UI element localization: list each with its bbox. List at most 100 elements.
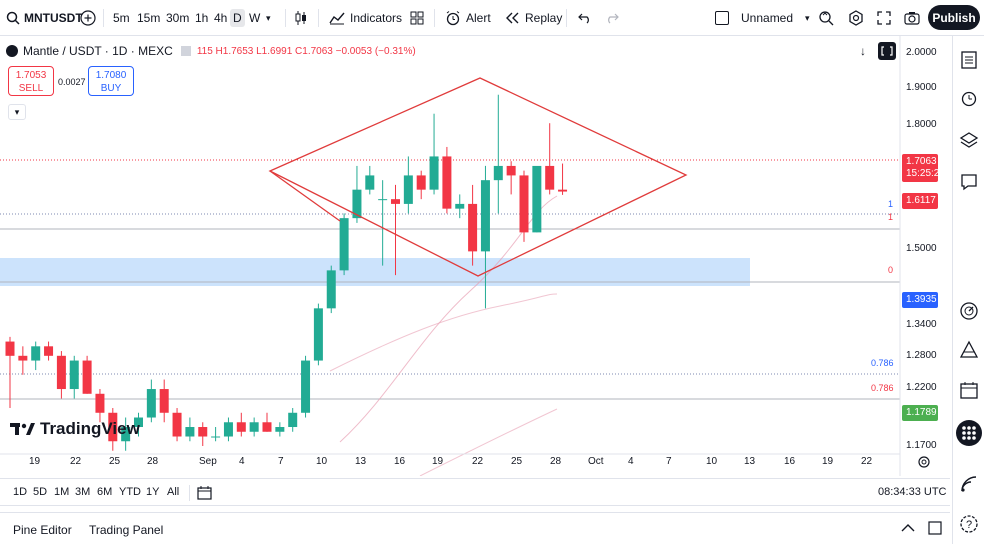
candle-body — [146, 389, 156, 418]
symbol-search[interactable]: MNTUSDT — [6, 0, 83, 36]
utc-clock[interactable]: 08:34:33 UTC — [878, 486, 947, 498]
moving-average-mid — [329, 293, 558, 372]
signal-icon[interactable] — [959, 474, 979, 494]
sell-button[interactable]: 1.7053 SELL — [8, 66, 54, 96]
watchlist-icon[interactable] — [959, 50, 979, 70]
tab-pine-editor[interactable]: Pine Editor — [13, 523, 72, 537]
chevron-down-icon: ▾ — [266, 12, 271, 23]
chevron-up-icon[interactable] — [901, 523, 915, 533]
candle-body — [558, 189, 568, 192]
timeframe-d[interactable]: D — [230, 0, 245, 36]
diamond-pattern[interactable] — [268, 77, 688, 277]
scroll-down-icon[interactable]: ↓ — [860, 44, 866, 58]
chat-icon[interactable] — [959, 172, 979, 192]
alert-button[interactable]: Alert — [445, 0, 491, 36]
legend-collapse-button[interactable]: ▾ — [8, 104, 26, 120]
candle-body — [339, 218, 349, 271]
chart-pane[interactable]: Mantle / USDT · 1D · MEXC 115 H1.7653 L1… — [0, 36, 950, 476]
timeframe-1h[interactable]: 1h — [195, 0, 208, 36]
range-all[interactable]: All — [167, 486, 180, 498]
quick-search-button[interactable] — [818, 0, 834, 36]
price-tick: 1.2800 — [906, 350, 937, 361]
publish-button[interactable]: Publish — [928, 5, 980, 30]
time-tick: 13 — [355, 456, 367, 467]
calendar-icon[interactable] — [959, 380, 979, 400]
timeframe-30m[interactable]: 30m — [166, 0, 189, 36]
bottom-panel-bar: Pine Editor Trading Panel — [0, 512, 950, 544]
time-tick: 22 — [861, 456, 873, 467]
candles-group — [5, 94, 568, 451]
candle-body — [429, 156, 439, 190]
time-tick: Oct — [588, 456, 604, 467]
apps-grid-icon[interactable] — [956, 420, 982, 446]
buy-button[interactable]: 1.7080 BUY — [88, 66, 134, 96]
range-5d[interactable]: 5D — [33, 486, 48, 498]
candle-body — [493, 165, 503, 181]
range-3m[interactable]: 3M — [75, 486, 91, 498]
range-1y[interactable]: 1Y — [146, 486, 160, 498]
price-tag-red: 1.6117 — [902, 193, 938, 209]
checkbox-icon — [715, 11, 729, 25]
maximize-icon[interactable] — [928, 521, 942, 535]
candle-body — [31, 346, 41, 361]
candle-body — [313, 308, 323, 361]
calendar-icon[interactable] — [197, 485, 212, 500]
flag-icon[interactable] — [180, 46, 191, 56]
legend-title[interactable]: Mantle / USDT · 1D · MEXC — [23, 44, 173, 58]
speedometer-icon[interactable] — [959, 301, 979, 321]
templates-button[interactable] — [410, 0, 424, 36]
compare-button[interactable] — [80, 0, 96, 36]
time-tick: 22 — [70, 456, 82, 467]
undo-button[interactable] — [578, 0, 592, 36]
camera-icon — [904, 12, 920, 25]
time-tick: 19 — [822, 456, 834, 467]
candle-body — [18, 355, 28, 361]
timeframe-w[interactable]: W — [249, 0, 260, 36]
layout-menu[interactable]: Unnamed ▾ — [715, 0, 810, 36]
timeframe-5m[interactable]: 5m — [113, 0, 130, 36]
candle-body — [185, 427, 195, 437]
help-icon[interactable]: ? — [959, 514, 979, 534]
range-1d[interactable]: 1D — [13, 486, 28, 498]
candle-body — [468, 203, 478, 252]
fib-label: 1 — [888, 199, 894, 209]
chart-menu-button[interactable] — [878, 42, 896, 60]
chart-type-button[interactable] — [294, 0, 308, 36]
indicators-icon — [329, 12, 345, 25]
alarm-clock-icon[interactable] — [959, 88, 979, 108]
candle-body — [198, 427, 208, 437]
layers-icon[interactable] — [959, 130, 979, 150]
timeframe-dropdown[interactable]: ▾ — [266, 0, 271, 36]
ideas-icon[interactable] — [959, 340, 979, 360]
timeframe-label: W — [249, 11, 261, 25]
range-6m[interactable]: 6M — [97, 486, 113, 498]
price-tick: 1.3400 — [906, 319, 937, 330]
price-tick: 1.9000 — [906, 82, 937, 93]
candle-body — [532, 165, 542, 233]
price-chart[interactable] — [0, 36, 950, 476]
candle-body — [455, 203, 465, 209]
replay-button[interactable]: Replay — [505, 0, 562, 36]
watermark-text: TradingView — [40, 419, 140, 438]
time-tick: 19 — [29, 456, 41, 467]
redo-button[interactable] — [605, 0, 619, 36]
timeframe-4h[interactable]: 4h — [214, 0, 227, 36]
range-ytd[interactable]: YTD — [119, 486, 141, 498]
fullscreen-icon — [877, 11, 891, 25]
fullscreen-button[interactable] — [877, 0, 891, 36]
time-tick: 10 — [316, 456, 328, 467]
tab-trading-panel[interactable]: Trading Panel — [89, 523, 164, 537]
timeframe-15m[interactable]: 15m — [137, 0, 160, 36]
settings-button[interactable] — [848, 0, 864, 36]
snapshot-button[interactable] — [904, 0, 920, 36]
right-sidebar: ? — [952, 36, 984, 544]
indicators-button[interactable]: Indicators — [329, 0, 402, 36]
separator — [189, 485, 190, 501]
time-axis-settings[interactable] — [917, 455, 931, 472]
range-1m[interactable]: 1M — [54, 486, 70, 498]
indicators-label: Indicators — [350, 11, 403, 25]
timeframe-label: 5m — [113, 11, 130, 25]
time-tick: 7 — [666, 456, 672, 467]
candle-body — [275, 427, 285, 432]
